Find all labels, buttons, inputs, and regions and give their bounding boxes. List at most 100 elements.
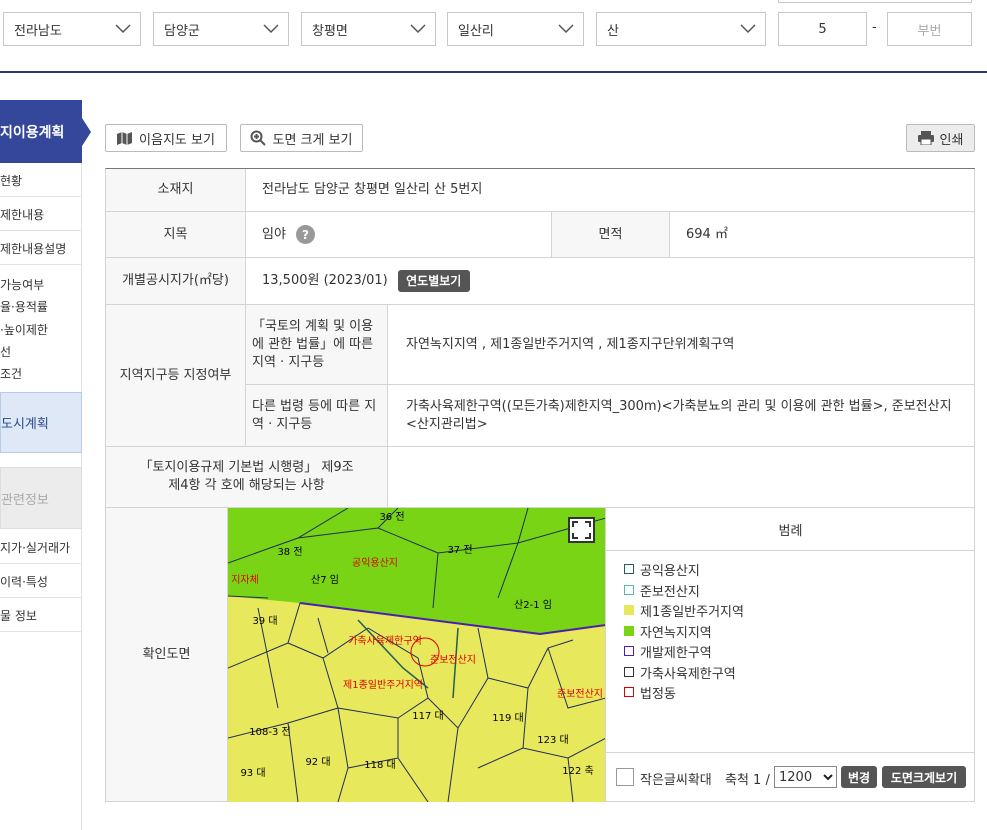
menu-separator [0, 631, 82, 632]
cut-box [778, 0, 972, 3]
legend-label: 개발제한구역 [640, 646, 712, 661]
print-button[interactable]: 인쇄 [906, 124, 975, 152]
map-label: 준보전산지 [557, 688, 603, 700]
map-label: 제1종일반주거지역 [343, 679, 423, 691]
map-label: 118 대 [364, 759, 395, 771]
legend-swatch [624, 646, 634, 656]
number-input[interactable]: 부번 [887, 12, 972, 46]
label-cell: 다른 법령 등에 따른 지역 · 지구등 [246, 385, 388, 447]
menu-item[interactable]: 현황 [0, 173, 23, 188]
map-label: 39 대 [252, 615, 277, 627]
placeholder: 부번 [917, 23, 942, 39]
info-table [105, 168, 975, 803]
select[interactable]: 창평면 [301, 12, 436, 46]
map-label: 준보전산지 [430, 654, 476, 666]
menu-item[interactable]: 가능여부 [0, 277, 45, 292]
help-icon[interactable]: ? [295, 225, 315, 244]
label-cell: 「국토의 계획 및 이용에 관한 법률」에 따른 지역 · 지구등 [246, 305, 388, 385]
input-text: 5 [818, 21, 827, 37]
select[interactable]: 산 [596, 12, 766, 46]
icon [823, 774, 833, 781]
legend-swatch [624, 666, 634, 677]
scale-select[interactable]: 1200 [774, 766, 837, 788]
map-label: 123 대 [537, 734, 568, 746]
map-label: 119 대 [492, 712, 523, 724]
label-cell: 지목 [106, 212, 246, 258]
label-cell: 면적 [552, 212, 670, 258]
chevron [115, 24, 131, 34]
checkbox[interactable] [616, 768, 634, 786]
select-text: 창평면 [312, 23, 348, 39]
menu-item[interactable]: 제한내용 [0, 207, 45, 222]
sidebar [0, 100, 82, 830]
menu-item[interactable]: 이력·특성 [0, 574, 48, 589]
value-text: 13,500원 (2023/01) [262, 273, 388, 288]
button-text: 도면 크게 보기 [272, 132, 353, 148]
value-cell: 전라남도 담양군 창평면 일산리 산 5번지 [246, 169, 975, 212]
map-label: 117 대 [412, 710, 443, 722]
number-input[interactable]: 5 [778, 12, 867, 46]
label-cell: 「토지이용규제 기본법 시행령」 제9조 제4항 각 호에 해당되는 사항 [106, 447, 388, 508]
large-map-button[interactable]: 도면크게보기 [882, 766, 966, 788]
select-text: 일산리 [458, 23, 494, 39]
parcel-lines [228, 508, 605, 802]
parcel-marker [410, 637, 440, 667]
legend-label: 법정동 [640, 687, 676, 702]
chevron [740, 24, 756, 34]
value-cell: 13,500원 (2023/01) 연도별보기 [246, 258, 975, 305]
divider [0, 71, 987, 73]
select-text: 산 [607, 23, 619, 39]
icon [250, 130, 267, 146]
legend-swatch [624, 625, 634, 636]
map-label: 산2-1 임 [514, 598, 552, 611]
menu-item[interactable]: ·높이제한 [0, 322, 48, 337]
menu-item[interactable]: 지가·실거래가 [0, 540, 71, 555]
menu-item[interactable]: 물 정보 [0, 608, 37, 623]
icon [917, 131, 934, 145]
zoom-button[interactable]: 도면 크게 보기 [240, 124, 363, 152]
menu-item[interactable]: 조건 [0, 366, 23, 381]
icon [117, 131, 133, 145]
map-button[interactable]: 이음지도 보기 [105, 124, 227, 152]
expand-icon[interactable] [568, 517, 595, 543]
menu-box[interactable]: 도시계획 [0, 392, 82, 453]
menu-item[interactable]: 선 [0, 344, 12, 359]
select[interactable]: 전라남도 [3, 12, 141, 46]
label-cell: 소재지 [106, 169, 246, 212]
legend-label: 가축사육제한구역 [640, 666, 736, 682]
chevron [263, 24, 279, 34]
button-text: 인쇄 [939, 132, 964, 148]
scale-label: 축척 1 / [725, 773, 770, 788]
value-cell [388, 447, 975, 508]
change-button[interactable]: 변경 [841, 766, 877, 788]
select[interactable]: 일산리 [447, 12, 584, 46]
menu-item[interactable]: 제한내용설명 [0, 241, 67, 256]
legend-label: 제1종일반주거지역 [640, 605, 744, 620]
menu-separator [0, 196, 82, 197]
label-cell: 확인도면 [106, 508, 228, 802]
legend-label: 준보전산지 [640, 584, 700, 600]
checkbox-label: 작은글씨확대 [640, 773, 712, 788]
value-cell: 임야? [246, 212, 552, 258]
menu-item[interactable]: 율·용적률 [0, 299, 48, 314]
menu-box[interactable]: 관련정보 [0, 467, 82, 529]
label-cell: 개별공시지가(㎡당) [106, 258, 246, 305]
map-controls [606, 752, 975, 802]
map-label: 산7 임 [311, 573, 339, 586]
menu-separator [0, 563, 82, 564]
map-label: 92 대 [305, 756, 330, 768]
value-text: 임야 [262, 226, 286, 242]
button-text: 이음지도 보기 [139, 132, 215, 148]
menu-arrow [82, 118, 91, 146]
select-text: 담양군 [164, 23, 200, 39]
select[interactable]: 담양군 [153, 12, 289, 46]
value-cell: 694 ㎡ [670, 212, 975, 258]
menu-active[interactable]: 지이용계획 [0, 100, 82, 163]
year-button[interactable]: 연도별보기 [397, 270, 470, 292]
legend-title: 범례 [606, 508, 975, 551]
map-label: 38 전 [277, 546, 302, 558]
select-text: 1200 [779, 769, 813, 785]
chevron [410, 24, 426, 34]
